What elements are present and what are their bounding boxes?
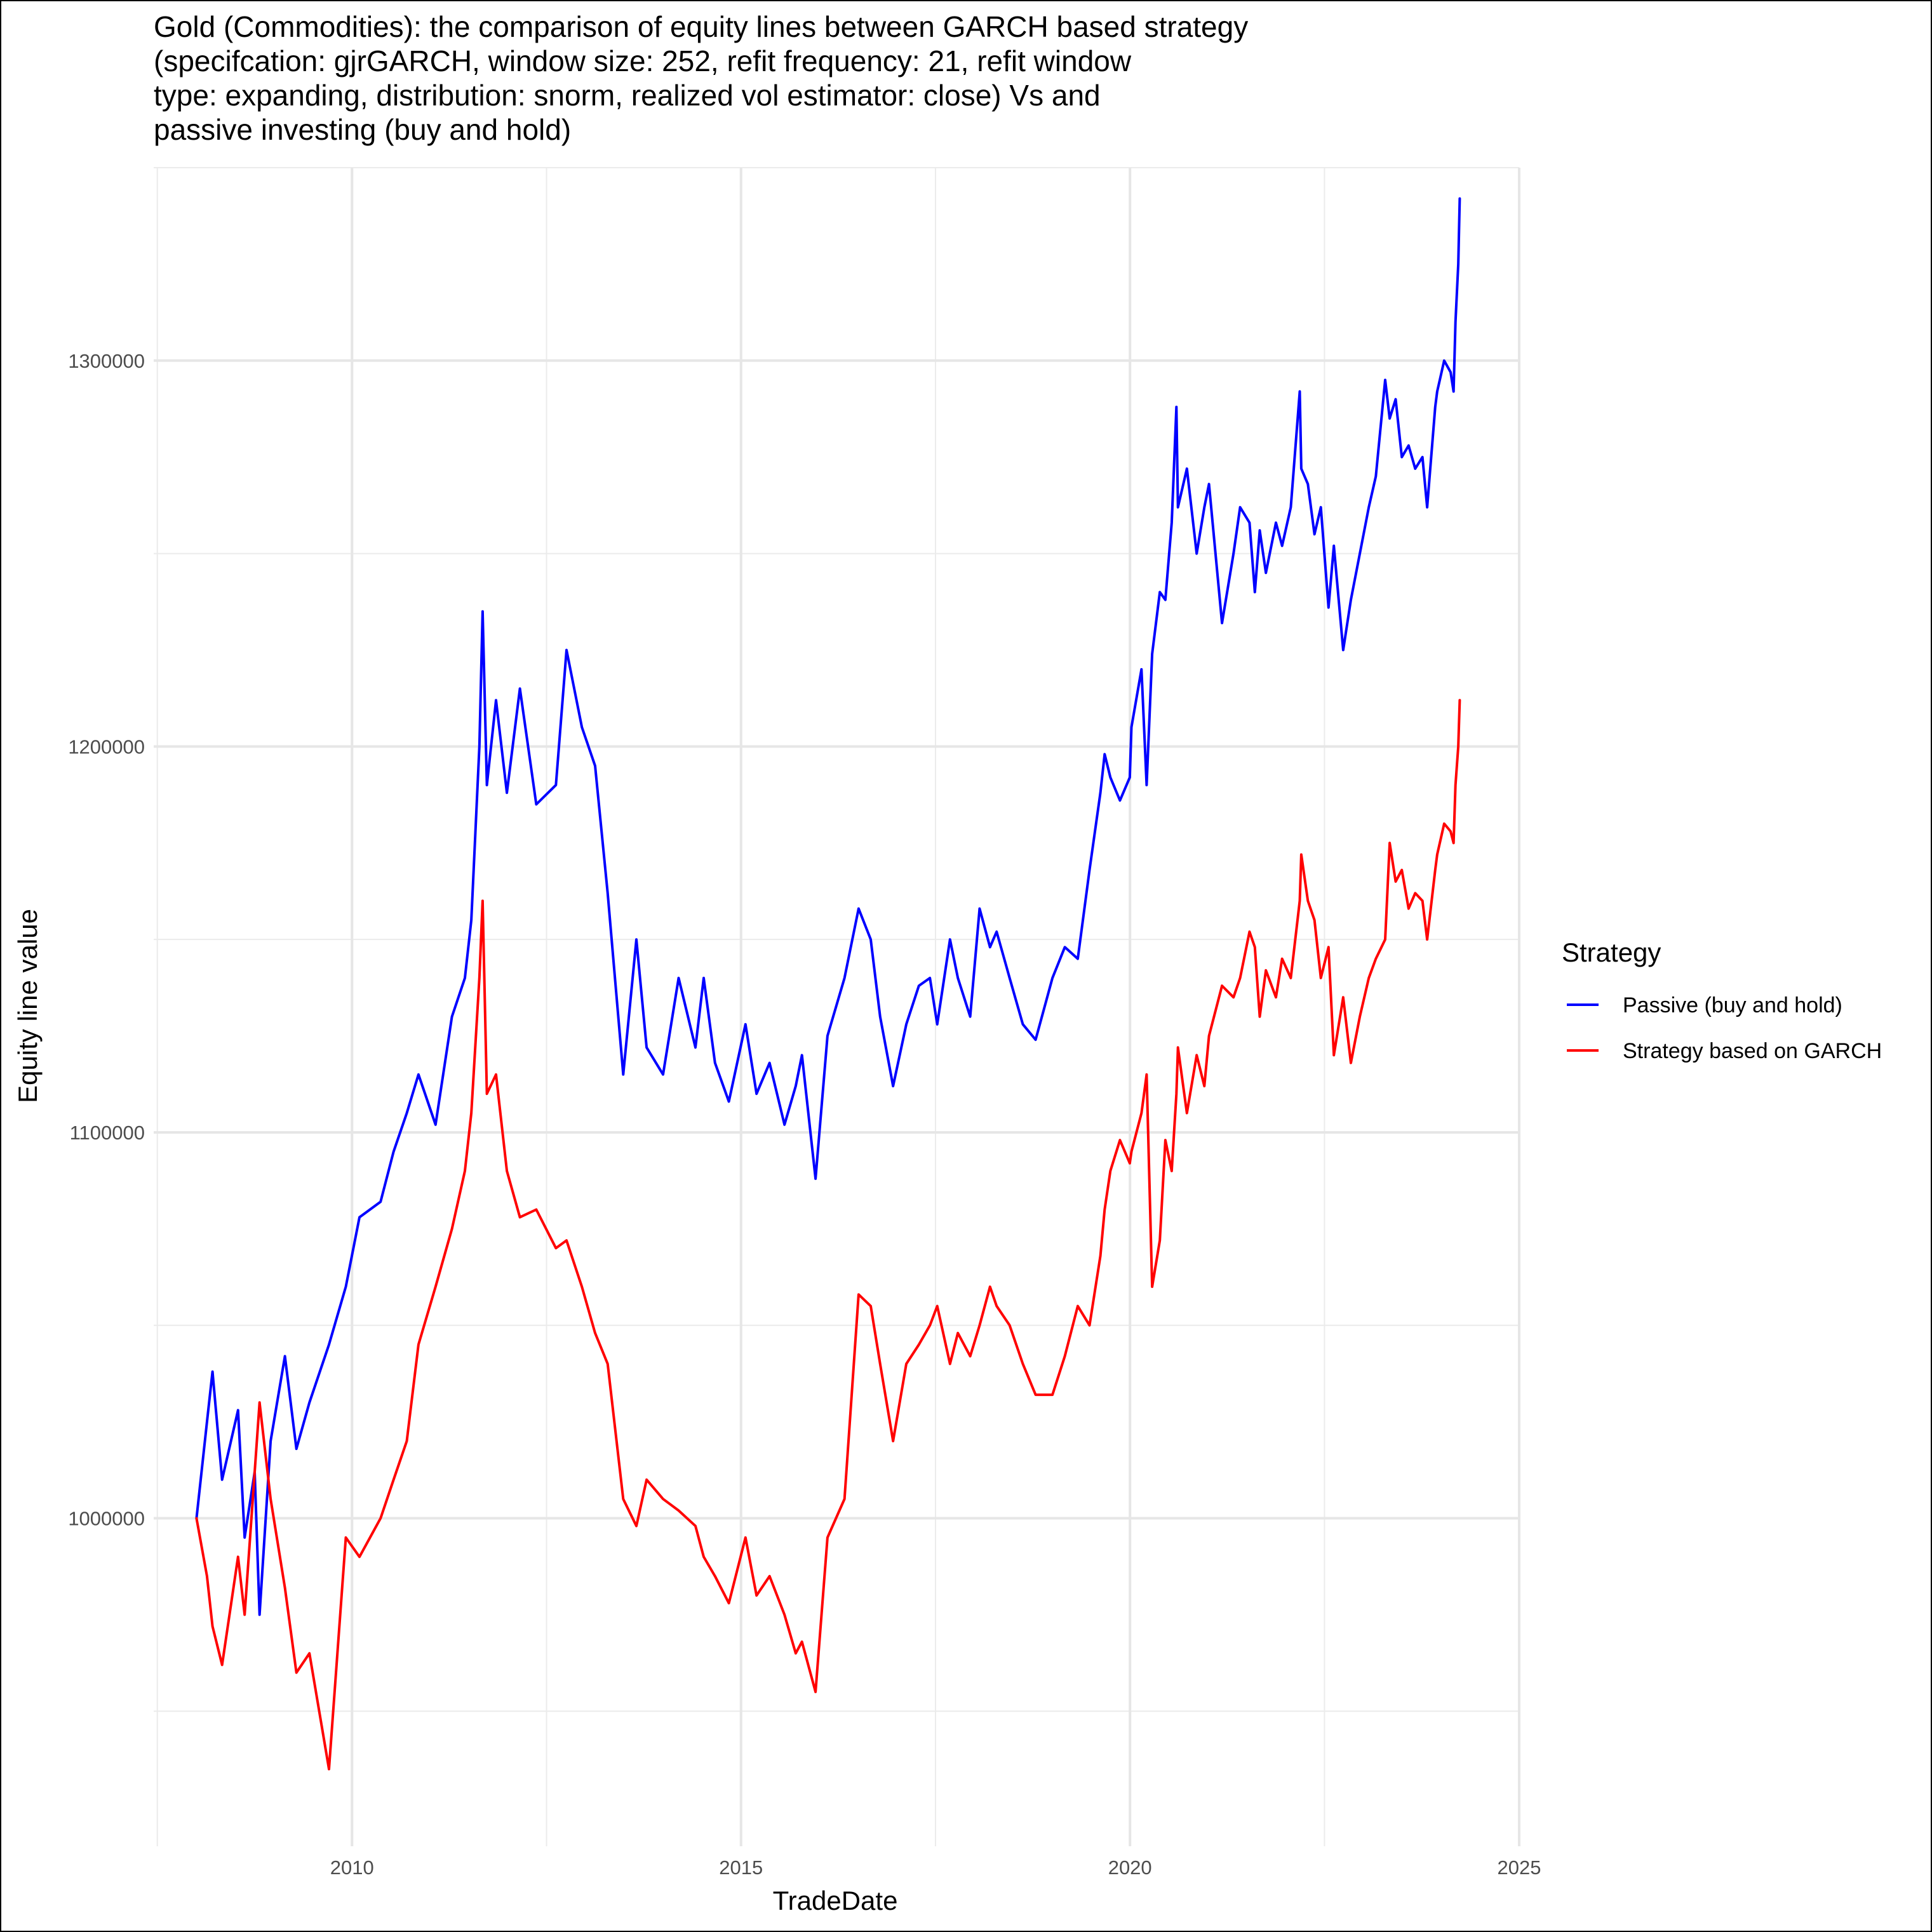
y-tick-label: 1100000 [70,1122,145,1144]
title-line-1: Gold (Commodities): the comparison of eq… [154,10,1248,43]
series-lines [195,197,1461,1771]
title-line-3: type: expanding, distribution: snorm, re… [154,79,1101,112]
x-axis-title: TradeDate [773,1886,898,1915]
x-tick-label: 2020 [1108,1856,1152,1879]
legend-label-passive: Passive (buy and hold) [1623,993,1842,1017]
title-line-4: passive investing (buy and hold) [154,113,571,146]
y-tick-label: 1200000 [68,735,145,758]
series-line-passive [195,197,1461,1616]
legend: Strategy Passive (buy and hold) Strategy… [1562,937,1882,1063]
y-tick-label: 1300000 [68,350,145,372]
title-line-2: (specifcation: gjrGARCH, window size: 25… [154,44,1132,77]
x-tick-label: 2025 [1498,1856,1541,1879]
series-line-garch [195,699,1461,1771]
y-axis-title: Equity line value [13,909,43,1103]
legend-title: Strategy [1562,937,1661,967]
x-tick-label: 2010 [330,1856,374,1879]
x-tick-label: 2015 [719,1856,763,1879]
chart-title: Gold (Commodities): the comparison of eq… [154,10,1248,146]
x-axis-ticks: 2010 2015 2020 2025 [330,1856,1541,1879]
y-tick-label: 1000000 [68,1508,145,1530]
y-axis-ticks: 1000000 1100000 1200000 1300000 [68,350,145,1530]
legend-label-garch: Strategy based on GARCH [1623,1039,1882,1063]
